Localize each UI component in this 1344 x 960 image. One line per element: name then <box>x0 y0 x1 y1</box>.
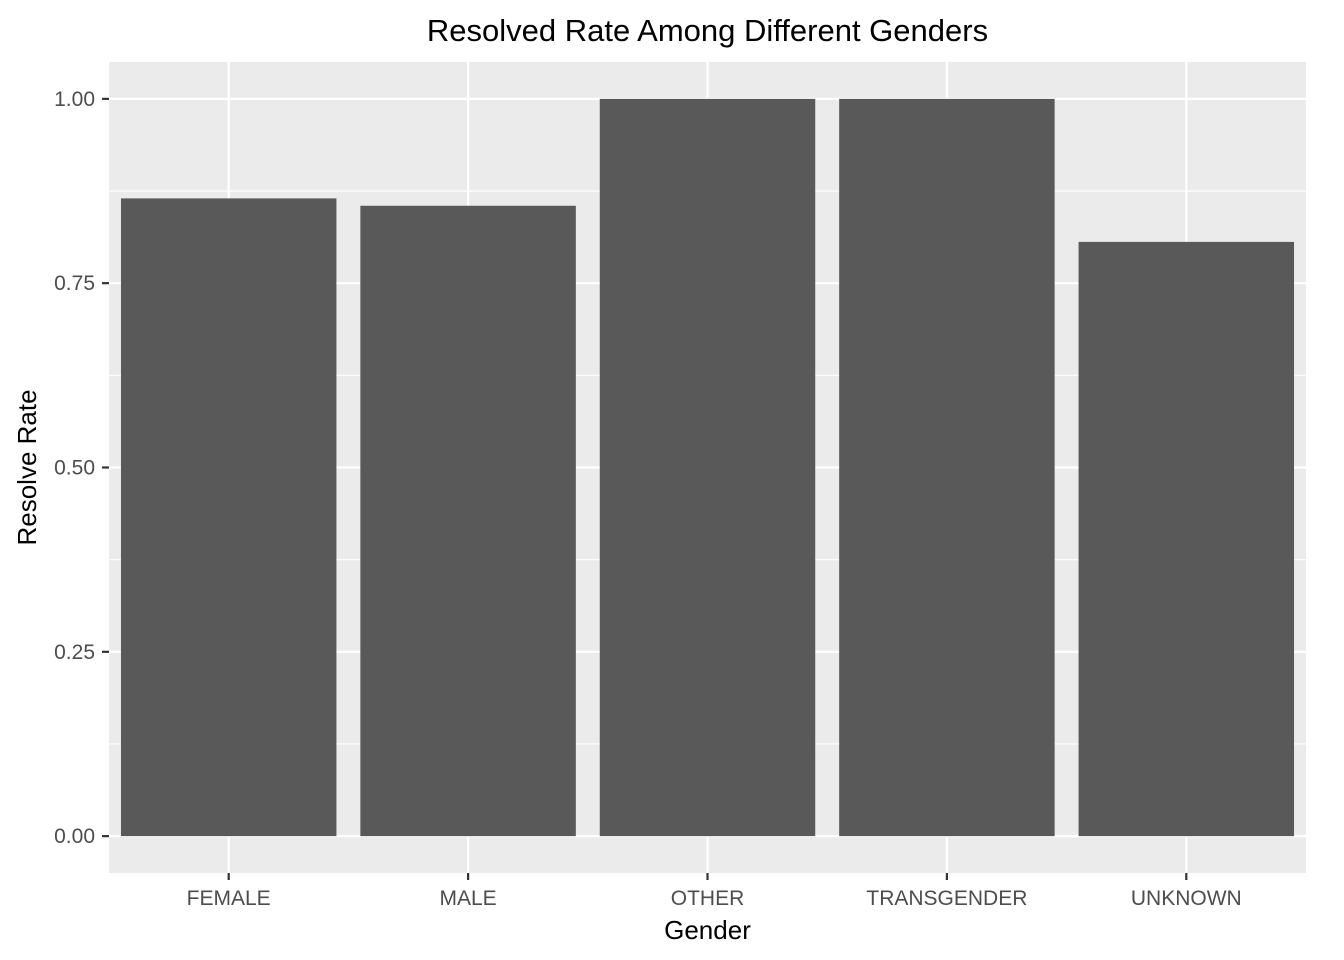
x-tick-label: OTHER <box>671 887 745 910</box>
y-axis-title: Resolve Rate <box>12 389 42 545</box>
bars <box>120 98 1295 837</box>
y-tick-label: 0.75 <box>54 272 95 295</box>
chart-title: Resolved Rate Among Different Genders <box>427 13 988 48</box>
x-tick-label: MALE <box>440 887 497 910</box>
y-tick-label: 0.00 <box>54 825 95 848</box>
x-tick-label: UNKNOWN <box>1131 887 1242 910</box>
bar-female <box>120 198 337 837</box>
axes: 0.00 0.25 0.50 0.75 1.00 FEMALE MALE OTHER TRANS… <box>54 88 1242 910</box>
y-tick-label: 1.00 <box>54 88 95 111</box>
bar-male <box>360 205 576 837</box>
y-tick-label: 0.50 <box>54 457 95 480</box>
x-tick-label: TRANSGENDER <box>866 887 1027 910</box>
x-axis-title: Gender <box>664 915 751 945</box>
bar-other <box>599 98 816 837</box>
y-tick-label: 0.25 <box>54 641 95 664</box>
bar-transgender <box>839 98 1055 837</box>
bar-unknown <box>1078 241 1295 837</box>
x-tick-label: FEMALE <box>187 887 271 910</box>
